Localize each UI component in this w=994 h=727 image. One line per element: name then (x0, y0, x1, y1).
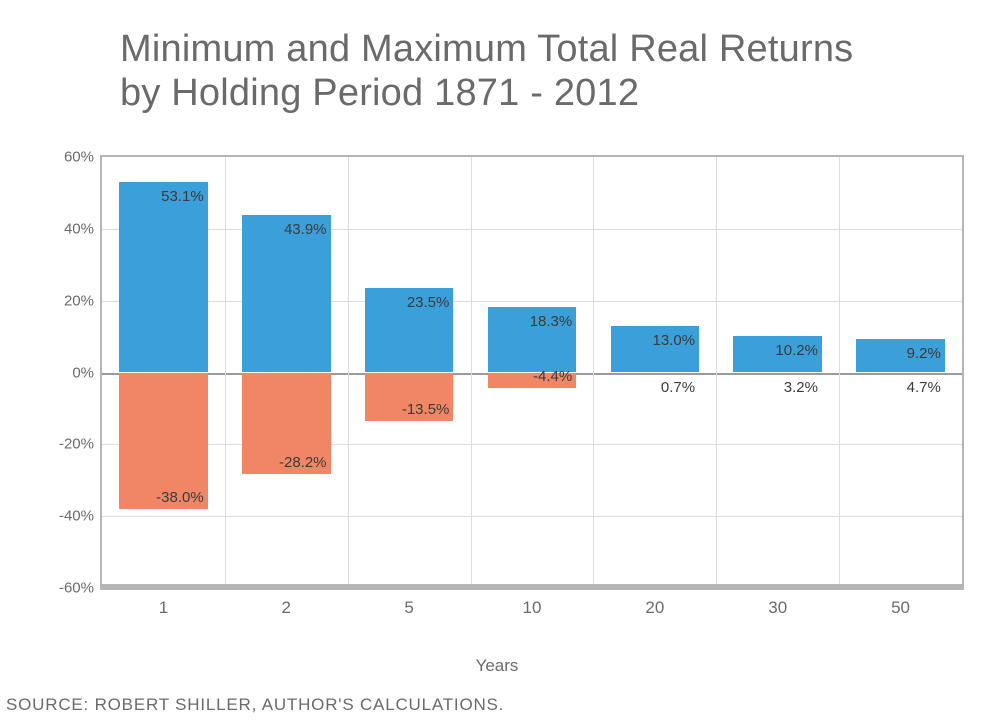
bar-max (119, 182, 207, 373)
bar-label-max: 10.2% (775, 342, 822, 359)
y-tick-label: -40% (59, 508, 94, 525)
x-tick-label: 1 (159, 598, 168, 618)
category-divider (471, 157, 472, 588)
gridline (102, 444, 962, 445)
y-tick-label: 0% (72, 364, 94, 381)
x-tick-label: 2 (282, 598, 291, 618)
bar-max (242, 215, 330, 373)
gridline (102, 301, 962, 302)
x-tick-label: 20 (645, 598, 664, 618)
bar-label-max: 9.2% (907, 345, 945, 362)
bar-label-min: -13.5% (402, 401, 454, 418)
source-attribution: SOURCE: ROBERT SHILLER, AUTHOR'S CALCULA… (6, 695, 504, 715)
x-tick-label: 5 (404, 598, 413, 618)
bar-label-max: 18.3% (530, 313, 577, 330)
bar-label-min: -4.4% (533, 368, 576, 385)
bar-label-min: 4.7% (907, 379, 945, 396)
chart-container: Maximum and minimum annual return -60%-4… (30, 155, 964, 630)
plot-area: -60%-40%-20%0%20%40%60%1251020305053.1%-… (100, 155, 964, 590)
category-divider (225, 157, 226, 588)
y-tick-label: -60% (59, 580, 94, 597)
category-divider (348, 157, 349, 588)
y-tick-label: 40% (64, 220, 94, 237)
x-tick-label: 30 (768, 598, 787, 618)
gridline (102, 229, 962, 230)
x-tick-label: 10 (523, 598, 542, 618)
category-divider (593, 157, 594, 588)
bar-label-min: 0.7% (661, 379, 699, 396)
gridline (102, 516, 962, 517)
bar-label-min: 3.2% (784, 379, 822, 396)
bar-label-min: -28.2% (279, 454, 331, 471)
category-divider (716, 157, 717, 588)
x-tick-label: 50 (891, 598, 910, 618)
bar-label-max: 43.9% (284, 221, 331, 238)
y-tick-label: -20% (59, 436, 94, 453)
bar-label-max: 53.1% (161, 188, 208, 205)
bar-label-max: 23.5% (407, 294, 454, 311)
chart-title: Minimum and Maximum Total Real Returns b… (120, 28, 880, 115)
x-axis-label: Years (476, 656, 519, 676)
bar-label-max: 13.0% (653, 332, 700, 349)
y-tick-label: 20% (64, 292, 94, 309)
plot-floor (102, 584, 962, 588)
y-tick-label: 60% (64, 149, 94, 166)
bar-label-min: -38.0% (156, 489, 208, 506)
category-divider (839, 157, 840, 588)
